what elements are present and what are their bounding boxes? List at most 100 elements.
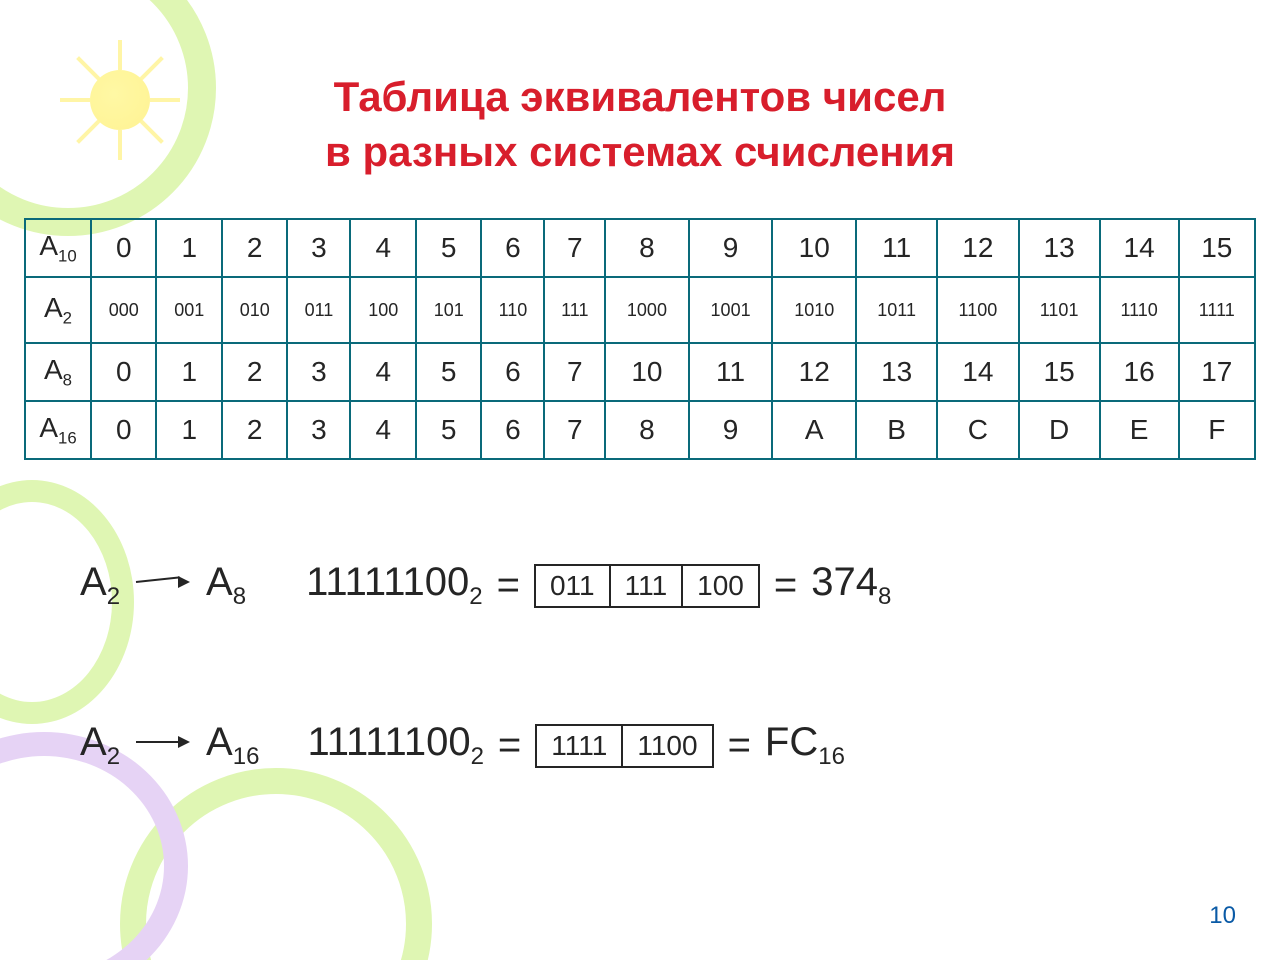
- table-cell: 1: [156, 219, 221, 277]
- table-cell: 4: [350, 219, 415, 277]
- table-cell: 5: [416, 219, 481, 277]
- table-cell: 12: [772, 343, 856, 401]
- equals-sign: =: [774, 563, 797, 608]
- table-cell: 10: [605, 343, 689, 401]
- table-cell: 6: [481, 401, 544, 459]
- table-cell: 8: [605, 219, 689, 277]
- group-cell: 100: [682, 565, 759, 607]
- table-cell: 1101: [1019, 277, 1100, 343]
- table-cell: 0: [91, 401, 156, 459]
- group-cell: 1100: [622, 725, 712, 767]
- table-cell: 9: [689, 401, 773, 459]
- table-cell: 001: [156, 277, 221, 343]
- equals-sign: =: [498, 723, 521, 768]
- table-cell: 6: [481, 343, 544, 401]
- table-cell: E: [1100, 401, 1179, 459]
- table-cell: 3: [287, 219, 350, 277]
- table-cell: 10: [772, 219, 856, 277]
- table-cell: 1110: [1100, 277, 1179, 343]
- table-cell: 13: [856, 343, 937, 401]
- table-cell: 12: [937, 219, 1018, 277]
- title-line-2: в разных системах счисления: [325, 128, 955, 175]
- table-cell: 17: [1179, 343, 1255, 401]
- table-cell: 4: [350, 343, 415, 401]
- equals-sign: =: [728, 723, 751, 768]
- table-cell: 16: [1100, 343, 1179, 401]
- table-cell: 1: [156, 343, 221, 401]
- conv2-groups: 1111 1100: [535, 724, 713, 768]
- conversion-bin-to-hex: A2 A16 111111002 = 1111 1100 = FC16: [80, 720, 845, 771]
- table-cell: 7: [544, 219, 605, 277]
- table-cell: 3: [287, 343, 350, 401]
- table-cell: 11: [689, 343, 773, 401]
- conv1-result: 3748: [811, 560, 891, 611]
- row-header-bin: A2: [25, 277, 91, 343]
- table-cell: A: [772, 401, 856, 459]
- table-cell: 000: [91, 277, 156, 343]
- group-cell: 1111: [536, 725, 622, 767]
- table-cell: 13: [1019, 219, 1100, 277]
- table-row-hex: A16 0 1 2 3 4 5 6 7 8 9 A B C D E F: [25, 401, 1255, 459]
- table-cell: C: [937, 401, 1018, 459]
- table-cell: 7: [544, 343, 605, 401]
- table-cell: 8: [605, 401, 689, 459]
- table-cell: 2: [222, 219, 287, 277]
- slide-title: Таблица эквивалентов чисел в разных сист…: [0, 70, 1280, 179]
- table-cell: 1111: [1179, 277, 1255, 343]
- table-cell: 101: [416, 277, 481, 343]
- row-header-hex: A16: [25, 401, 91, 459]
- table-cell: 5: [416, 343, 481, 401]
- group-cell: 011: [535, 565, 610, 607]
- table-cell: F: [1179, 401, 1255, 459]
- table-cell: 6: [481, 219, 544, 277]
- conv2-input: 111111002: [307, 720, 483, 771]
- table-cell: 5: [416, 401, 481, 459]
- arrow-icon: [136, 576, 190, 588]
- table-cell: 1010: [772, 277, 856, 343]
- table-cell: 14: [1100, 219, 1179, 277]
- conv1-input: 111111002: [306, 560, 482, 611]
- table-cell: 1: [156, 401, 221, 459]
- conv1-from: A2: [80, 560, 120, 611]
- table-cell: 15: [1179, 219, 1255, 277]
- conv2-result: FC16: [765, 720, 845, 771]
- row-header-oct: A8: [25, 343, 91, 401]
- conv2-from: A2: [80, 720, 120, 771]
- table-cell: B: [856, 401, 937, 459]
- group-cell: 111: [610, 565, 683, 607]
- conv1-to: A8: [206, 560, 246, 611]
- table-cell: 11: [856, 219, 937, 277]
- conv2-to: A16: [206, 720, 259, 771]
- table-cell: 2: [222, 401, 287, 459]
- title-line-1: Таблица эквивалентов чисел: [334, 73, 947, 120]
- table-cell: 0: [91, 219, 156, 277]
- arrow-icon: [136, 736, 190, 748]
- table-cell: D: [1019, 401, 1100, 459]
- table-cell: 111: [544, 277, 605, 343]
- table-cell: 110: [481, 277, 544, 343]
- equals-sign: =: [497, 563, 520, 608]
- table-cell: 1011: [856, 277, 937, 343]
- table-cell: 7: [544, 401, 605, 459]
- table-row-bin: A2 000 001 010 011 100 101 110 111 1000 …: [25, 277, 1255, 343]
- table-cell: 100: [350, 277, 415, 343]
- table-cell: 15: [1019, 343, 1100, 401]
- row-header-dec: A10: [25, 219, 91, 277]
- table-cell: 010: [222, 277, 287, 343]
- table-row-dec: A10 0 1 2 3 4 5 6 7 8 9 10 11 12 13 14 1…: [25, 219, 1255, 277]
- table-cell: 1001: [689, 277, 773, 343]
- table-cell: 1000: [605, 277, 689, 343]
- table-cell: 011: [287, 277, 350, 343]
- equivalence-table: A10 0 1 2 3 4 5 6 7 8 9 10 11 12 13 14 1…: [24, 218, 1256, 460]
- conversion-bin-to-oct: A2 A8 111111002 = 011 111 100 = 3748: [80, 560, 891, 611]
- conv1-groups: 011 111 100: [534, 564, 760, 608]
- table-row-oct: A8 0 1 2 3 4 5 6 7 10 11 12 13 14 15 16 …: [25, 343, 1255, 401]
- page-number: 10: [1209, 902, 1236, 930]
- table-cell: 14: [937, 343, 1018, 401]
- table-cell: 3: [287, 401, 350, 459]
- table-cell: 9: [689, 219, 773, 277]
- table-cell: 4: [350, 401, 415, 459]
- table-cell: 0: [91, 343, 156, 401]
- table-cell: 1100: [937, 277, 1018, 343]
- table-cell: 2: [222, 343, 287, 401]
